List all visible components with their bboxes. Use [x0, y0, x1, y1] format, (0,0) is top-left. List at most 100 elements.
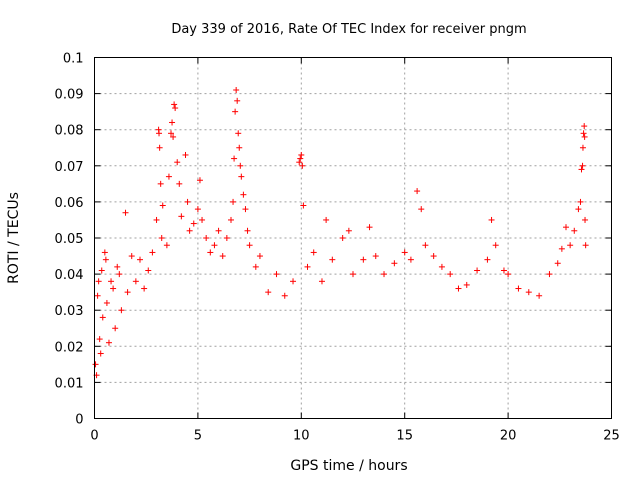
data-point — [474, 267, 481, 274]
data-point — [558, 245, 565, 252]
data-point — [422, 242, 429, 249]
data-point — [118, 307, 125, 314]
data-point — [99, 314, 106, 321]
data-point — [580, 130, 587, 137]
data-point — [105, 339, 112, 346]
data-point — [196, 177, 203, 184]
data-point — [581, 133, 588, 140]
data-point — [163, 242, 170, 249]
data-point — [184, 198, 191, 205]
data-point — [567, 242, 574, 249]
y-tick-label: 0.1 — [63, 52, 84, 67]
data-point — [563, 224, 570, 231]
data-point — [103, 299, 110, 306]
data-point — [318, 278, 325, 285]
data-point — [492, 242, 499, 249]
data-point — [159, 202, 166, 209]
data-point — [536, 292, 543, 299]
data-point — [158, 235, 165, 241]
x-tick-label: 5 — [194, 429, 202, 444]
data-point — [165, 173, 172, 180]
data-point — [231, 155, 238, 162]
y-axis-label: ROTI / TECUs — [6, 192, 22, 284]
data-point — [153, 216, 160, 223]
gridlines — [94, 57, 612, 419]
y-tick-label: 0.04 — [55, 268, 84, 283]
data-point — [525, 289, 532, 296]
data-point — [296, 159, 303, 166]
data-point — [199, 216, 206, 223]
data-point — [234, 97, 241, 104]
data-point — [141, 285, 148, 292]
data-point — [273, 271, 280, 278]
data-point — [391, 260, 398, 267]
data-point — [215, 227, 222, 234]
data-point — [515, 285, 522, 292]
data-points — [92, 86, 589, 379]
data-point — [174, 159, 181, 166]
data-point — [463, 281, 470, 288]
data-point — [488, 216, 495, 223]
y-tick-label: 0.05 — [55, 232, 84, 247]
data-point — [116, 271, 123, 278]
data-point — [232, 108, 239, 115]
data-point — [500, 267, 507, 274]
data-point — [156, 130, 163, 137]
y-tick-label: 0.03 — [55, 304, 84, 319]
data-point — [372, 253, 379, 260]
data-point — [101, 249, 108, 256]
data-point — [240, 191, 247, 198]
data-point — [297, 155, 304, 162]
data-point — [171, 101, 178, 108]
data-point — [227, 216, 234, 223]
data-point — [582, 242, 589, 249]
y-tick-label: 0.01 — [55, 376, 84, 391]
data-point — [92, 361, 99, 368]
data-point — [281, 292, 288, 299]
data-point — [98, 267, 105, 274]
y-tick-label: 0.02 — [55, 340, 84, 355]
data-point — [244, 227, 251, 234]
data-point — [571, 227, 578, 234]
data-point — [447, 271, 454, 278]
data-point — [323, 216, 330, 223]
data-point — [230, 198, 237, 205]
data-point — [310, 249, 317, 256]
data-point — [237, 162, 244, 169]
data-point — [236, 144, 243, 151]
data-point — [242, 206, 249, 213]
data-point — [582, 216, 589, 223]
data-point — [102, 256, 109, 263]
data-point — [203, 235, 210, 241]
data-point — [190, 220, 197, 227]
data-point — [366, 224, 373, 231]
data-point — [414, 188, 421, 195]
data-point — [298, 151, 305, 158]
data-point — [114, 263, 121, 270]
x-tick-label: 20 — [500, 429, 517, 444]
x-tick-label: 10 — [293, 429, 310, 444]
data-point — [575, 206, 582, 213]
data-point — [108, 278, 115, 285]
data-point — [438, 263, 445, 270]
data-point — [577, 198, 584, 205]
data-point — [178, 213, 185, 220]
data-point — [194, 206, 201, 213]
data-point — [329, 256, 336, 263]
y-tick-label: 0.09 — [55, 88, 84, 103]
data-point — [238, 173, 245, 180]
data-point — [96, 336, 103, 343]
data-point — [170, 133, 177, 140]
data-point — [252, 263, 259, 270]
data-point — [157, 180, 164, 187]
data-point — [124, 289, 131, 296]
data-point — [579, 144, 586, 151]
data-point — [122, 209, 129, 216]
plot-frame — [94, 57, 612, 419]
x-tick-label: 0 — [90, 429, 98, 444]
data-point — [182, 151, 189, 158]
data-point — [186, 227, 193, 234]
data-point — [300, 202, 307, 209]
data-point — [211, 242, 218, 249]
